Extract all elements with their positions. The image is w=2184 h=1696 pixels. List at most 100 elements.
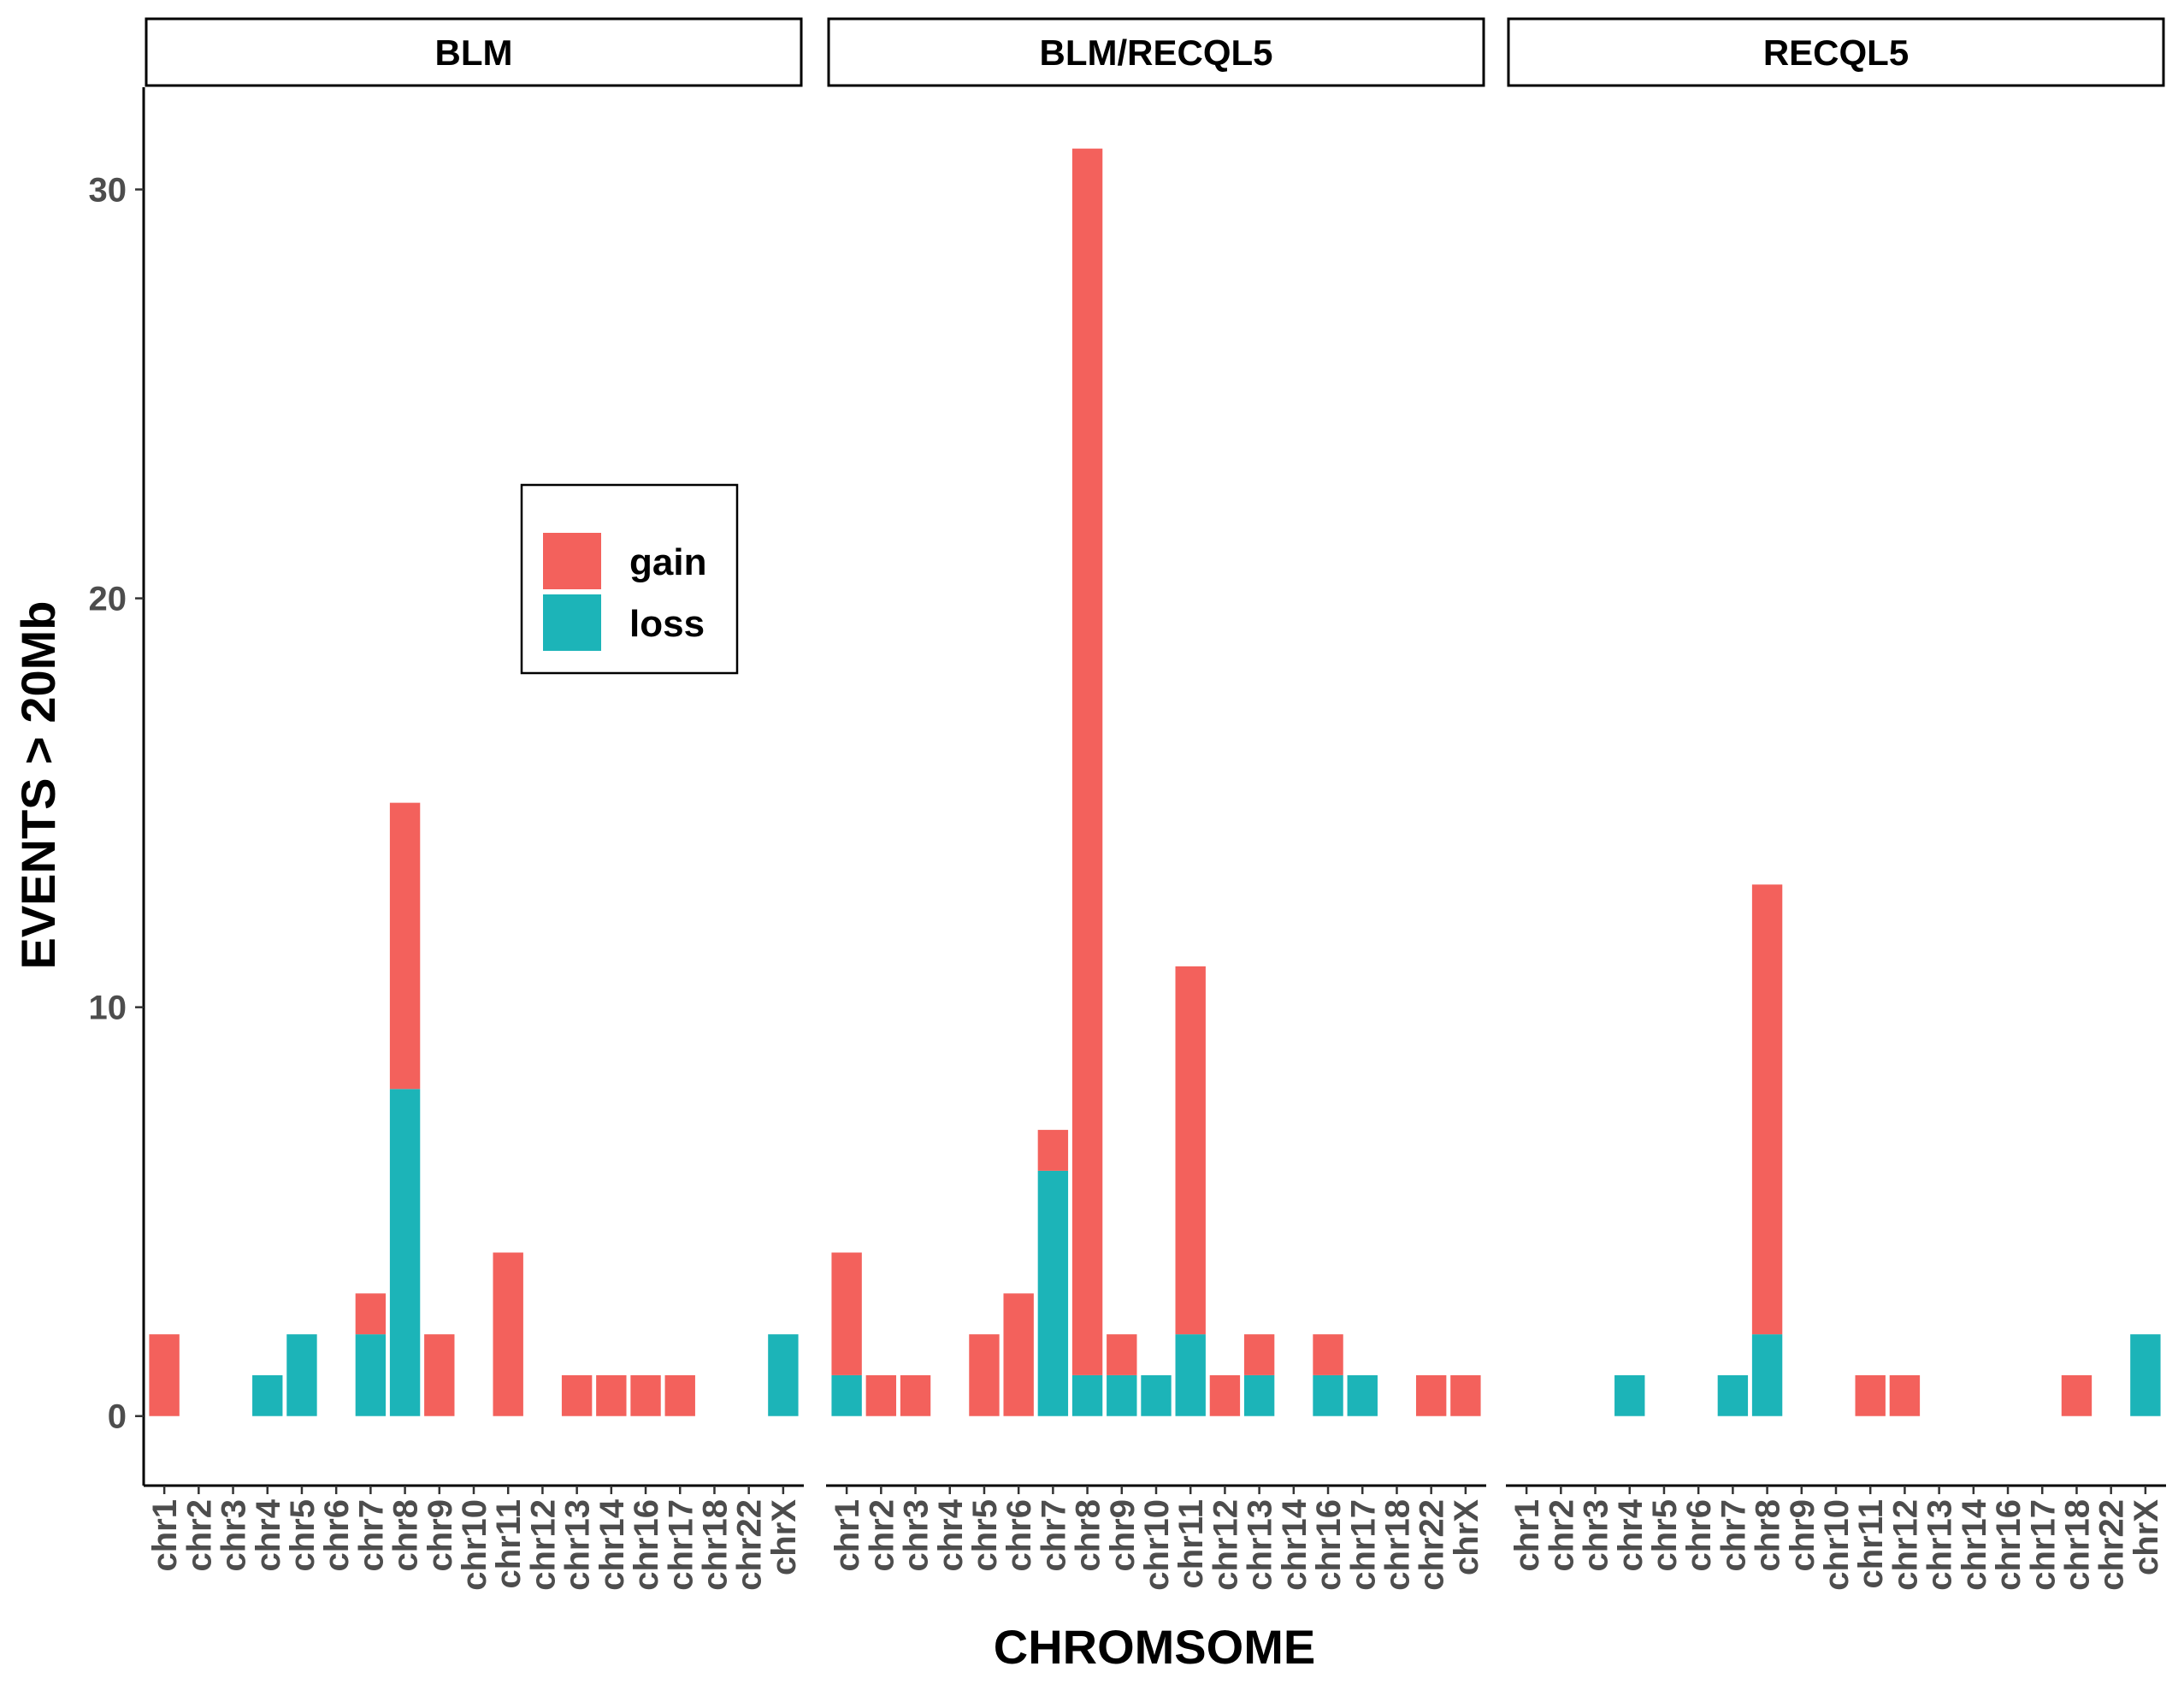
- x-tick-label: chr3: [898, 1499, 936, 1572]
- x-tick-label: chr8: [387, 1499, 425, 1572]
- bar-loss-chrX: [2130, 1334, 2161, 1416]
- y-tick-label: 0: [108, 1398, 127, 1436]
- bar-loss-chrX: [768, 1334, 799, 1416]
- x-tick-label: chr11: [1852, 1499, 1890, 1589]
- x-tick-label: chrX: [1448, 1499, 1485, 1575]
- legend-key-gain: [543, 533, 601, 589]
- x-tick-label: chr8: [1750, 1499, 1787, 1572]
- x-tick-label: chr3: [1578, 1499, 1615, 1572]
- facet-panel-recql5: RECQL5chr1chr2chr3chr4chr5chr6chr7chr8ch…: [1506, 17, 2166, 1591]
- x-tick-label: chr22: [1414, 1499, 1451, 1591]
- x-tick-label: chr1: [1508, 1499, 1546, 1572]
- bar-loss-chr16: [1313, 1374, 1343, 1416]
- x-tick-label: chr4: [250, 1498, 287, 1571]
- y-tick-label: 20: [89, 581, 127, 618]
- x-tick-label: chr16: [628, 1499, 665, 1591]
- x-tick-label: chr2: [180, 1499, 218, 1572]
- x-tick-label: chr8: [1070, 1499, 1107, 1572]
- x-tick-label: chr2: [1543, 1499, 1580, 1572]
- bar-gain-chr17: [664, 1374, 695, 1416]
- x-tick-label: chr6: [1001, 1499, 1038, 1572]
- legend-label-gain: gain: [629, 541, 706, 583]
- bar-loss-chr9: [1107, 1374, 1137, 1416]
- x-tick-label: chr18: [2058, 1499, 2096, 1591]
- bar-loss-chr8: [1071, 1374, 1103, 1416]
- bar-gain-chr2: [865, 1374, 897, 1416]
- bar-loss-chr10: [1141, 1374, 1172, 1416]
- bar-gain-chr9: [424, 1334, 455, 1416]
- x-tick-label: chr13: [559, 1499, 597, 1591]
- x-tick-label: chr4: [932, 1498, 970, 1571]
- x-tick-label: chr6: [318, 1499, 356, 1572]
- x-tick-label: chrX: [765, 1499, 803, 1575]
- bar-loss-chr11: [1175, 1334, 1206, 1416]
- bar-loss-chr8: [1751, 1334, 1783, 1416]
- bar-gain-chr14: [596, 1374, 627, 1416]
- x-tick-label: chr22: [2093, 1499, 2131, 1591]
- bar-loss-chr7: [355, 1334, 387, 1416]
- bar-gain-chr7: [355, 1293, 387, 1335]
- facet-panel-blm: BLMchr1chr2chr3chr4chr5chr6chr7chr8chr9c…: [144, 17, 804, 1591]
- bar-gain-chr22: [1415, 1374, 1447, 1416]
- bar-gain-chr8: [1071, 148, 1103, 1375]
- bar-gain-chr9: [1107, 1334, 1137, 1375]
- bar-gain-chr5: [969, 1334, 1000, 1416]
- x-tick-label: chrX: [2128, 1499, 2165, 1575]
- bar-loss-chr8: [389, 1089, 421, 1416]
- y-axis: 0 10 20 30: [89, 87, 145, 1486]
- x-tick-label: chr11: [490, 1499, 528, 1589]
- bar-gain-chr11: [1855, 1374, 1886, 1416]
- bar-gain-chr12: [1889, 1374, 1921, 1416]
- facet-strip-label: BLM: [435, 33, 513, 73]
- legend-label-loss: loss: [629, 603, 705, 645]
- x-tick-label: chr2: [863, 1499, 900, 1572]
- x-tick-label: chr1: [146, 1499, 184, 1572]
- chart-panels: BLMchr1chr2chr3chr4chr5chr6chr7chr8chr9c…: [144, 17, 2166, 1591]
- x-tick-label: chr10: [1138, 1499, 1176, 1591]
- facet-strip: [1507, 17, 2165, 87]
- bar-gain-chr7: [1037, 1130, 1069, 1171]
- bar-gain-chr11: [493, 1252, 523, 1416]
- x-tick-label: chr12: [1207, 1499, 1244, 1591]
- y-tick-label: 30: [89, 172, 127, 210]
- bar-gain-chr1: [149, 1334, 180, 1416]
- bar-gain-chr16: [1313, 1334, 1343, 1375]
- x-tick-label: chr17: [1344, 1499, 1382, 1591]
- bar-gain-chr16: [630, 1374, 661, 1416]
- bar-gain-chr18: [2061, 1374, 2093, 1416]
- facet-strip: [145, 17, 803, 87]
- bar-loss-chr4: [252, 1374, 283, 1416]
- bar-gain-chr8: [1751, 884, 1783, 1335]
- bar-gain-chr12: [1209, 1374, 1241, 1416]
- legend: gain loss: [520, 483, 739, 675]
- x-tick-label: chr7: [1715, 1499, 1752, 1572]
- x-tick-label: chr3: [215, 1499, 253, 1572]
- x-tick-label: chr16: [1990, 1499, 2028, 1591]
- x-tick-label: chr12: [524, 1499, 562, 1591]
- bar-loss-chr5: [286, 1334, 317, 1416]
- x-tick-label: chr22: [731, 1499, 769, 1591]
- x-tick-label: chr4: [1612, 1498, 1650, 1571]
- x-tick-label: chr10: [456, 1499, 493, 1591]
- x-tick-label: chr9: [1104, 1499, 1142, 1572]
- bar-gain-chr13: [561, 1374, 593, 1416]
- x-tick-label: chr10: [1818, 1499, 1856, 1591]
- x-tick-label: chr1: [829, 1499, 866, 1572]
- x-tick-label: chr9: [422, 1499, 459, 1572]
- x-tick-label: chr14: [1276, 1498, 1313, 1590]
- x-tick-label: chr5: [966, 1499, 1004, 1572]
- x-tick-label: chr7: [352, 1499, 390, 1572]
- x-tick-label: chr14: [1956, 1498, 1993, 1590]
- bar-gain-chr11: [1175, 966, 1206, 1335]
- x-tick-label: chr12: [1886, 1499, 1924, 1591]
- facet-strip-label: RECQL5: [1763, 33, 1909, 73]
- x-tick-label: chr6: [1680, 1499, 1718, 1572]
- x-tick-label: chr18: [696, 1499, 734, 1591]
- x-axis-title: CHROMSOME: [994, 1620, 1315, 1674]
- x-tick-label: chr13: [1242, 1499, 1279, 1591]
- x-tick-label: chr13: [1921, 1499, 1959, 1591]
- x-tick-label: chr17: [2024, 1499, 2062, 1591]
- facet-strip-label: BLM/RECQL5: [1040, 33, 1273, 73]
- facet-strip: [827, 17, 1485, 87]
